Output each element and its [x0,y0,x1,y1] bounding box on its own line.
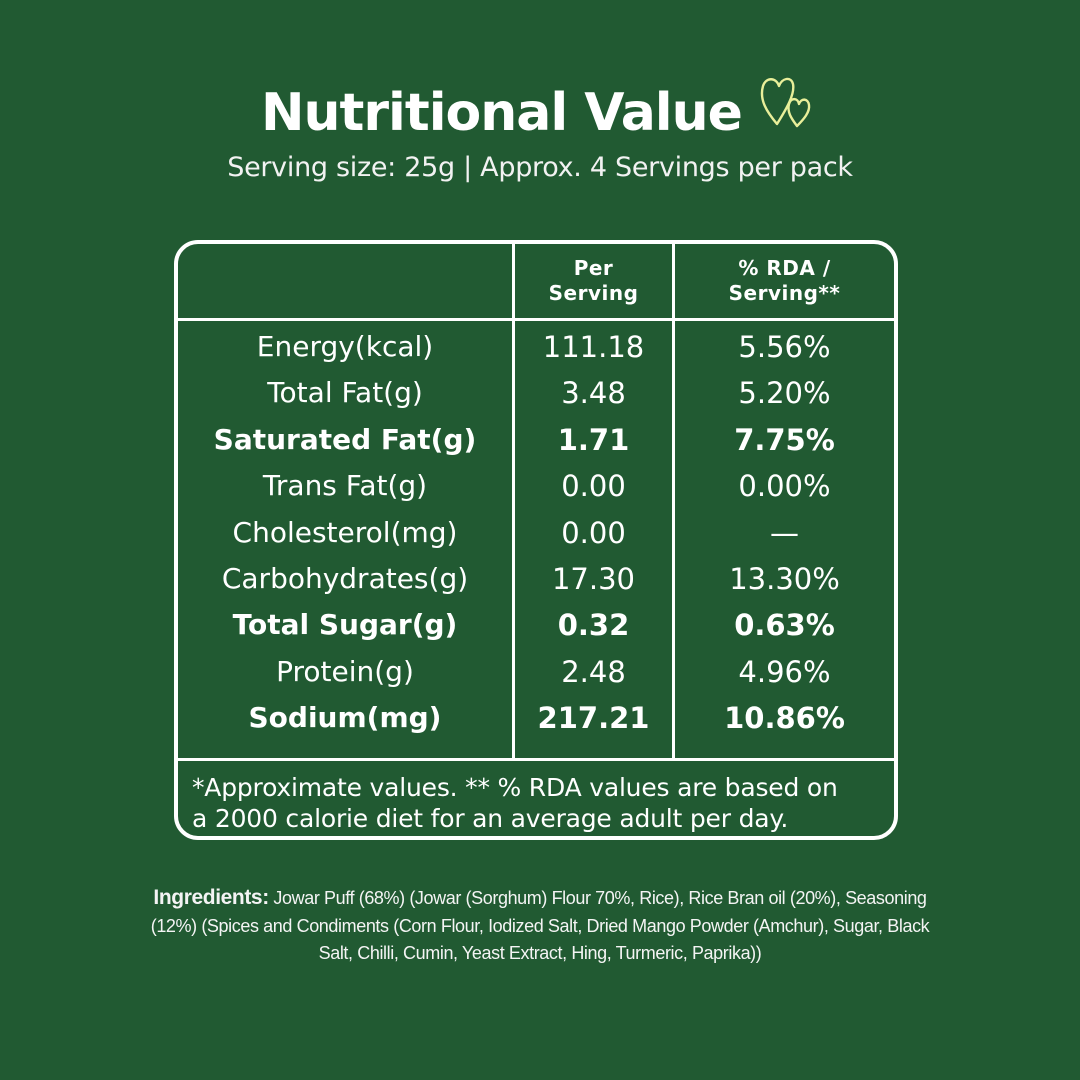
rda-value: 4.96% [738,654,831,689]
nutrient-name: Total Fat(g) [267,376,423,410]
rda-value: 0.00% [738,469,831,504]
nutrient-name: Trans Fat(g) [262,469,428,503]
per-serving-value: 217.21 [537,701,650,736]
table-row: Carbohydrates(g) 17.30 13.30% [178,556,894,602]
table-row: Total Sugar(g) 0.32 0.63% [178,602,894,648]
per-serving-value: 3.48 [561,376,626,411]
header-divider [178,318,894,321]
per-serving-value: 0.00 [561,515,626,550]
nutrient-name: Total Sugar(g) [232,608,458,642]
per-serving-value: 1.71 [557,422,630,457]
column-header-rda: % RDA / Serving** [728,256,841,305]
per-serving-value: 0.32 [557,608,630,643]
rda-value: 5.56% [738,330,831,364]
table-row: Cholesterol(mg) 0.00 — [178,510,894,556]
title-row: Nutritional Value [0,77,1080,148]
rda-footnote: *Approximate values. ** % RDA values are… [192,773,838,833]
column-header-per-serving: Per Serving [548,256,639,305]
per-serving-value: 111.18 [542,330,645,364]
table-row: Trans Fat(g) 0.00 0.00% [178,463,894,509]
page-title: Nutritional Value [260,83,743,143]
table-row: Protein(g) 2.48 4.96% [178,649,894,695]
table-row: Sodium(mg) 217.21 10.86% [178,695,894,741]
footnote-divider [178,758,894,761]
ingredients-text: Jowar Puff (68%) (Jowar (Sorghum) Flour … [150,888,930,963]
rda-value: 5.20% [738,376,831,411]
rda-value: 0.63% [734,608,835,643]
rda-value: 13.30% [729,561,840,596]
rda-value: 7.75% [734,422,835,457]
column-divider [512,244,515,760]
hearts-icon [757,72,819,136]
ingredients-label: Ingredients: [153,886,269,909]
nutrient-name: Protein(g) [276,654,414,688]
table-row: Total Fat(g) 3.48 5.20% [178,370,894,416]
table-row: Saturated Fat(g) 1.71 7.75% [178,417,894,463]
nutrient-name: Cholesterol(mg) [232,515,458,549]
nutrient-name: Sodium(mg) [248,701,442,735]
nutrient-name: Saturated Fat(g) [213,422,477,456]
per-serving-value: 0.00 [561,469,626,504]
column-divider [672,244,675,760]
rda-value: — [770,515,799,550]
nutrient-name: Energy(kcal) [256,330,434,363]
per-serving-value: 2.48 [561,654,626,689]
serving-info: Serving size: 25g | Approx. 4 Servings p… [227,152,853,183]
per-serving-value: 17.30 [551,561,636,596]
nutrient-rows: Energy(kcal) 111.18 5.56% Total Fat(g) 3… [178,324,894,742]
ingredients-block: Ingredients: Jowar Puff (68%) (Jowar (So… [150,884,930,968]
nutrient-name: Carbohydrates(g) [221,561,469,595]
rda-value: 10.86% [724,701,845,736]
nutrition-table: Per Serving % RDA / Serving** Energy(kca… [174,240,898,840]
table-row: Energy(kcal) 111.18 5.56% [178,324,894,370]
